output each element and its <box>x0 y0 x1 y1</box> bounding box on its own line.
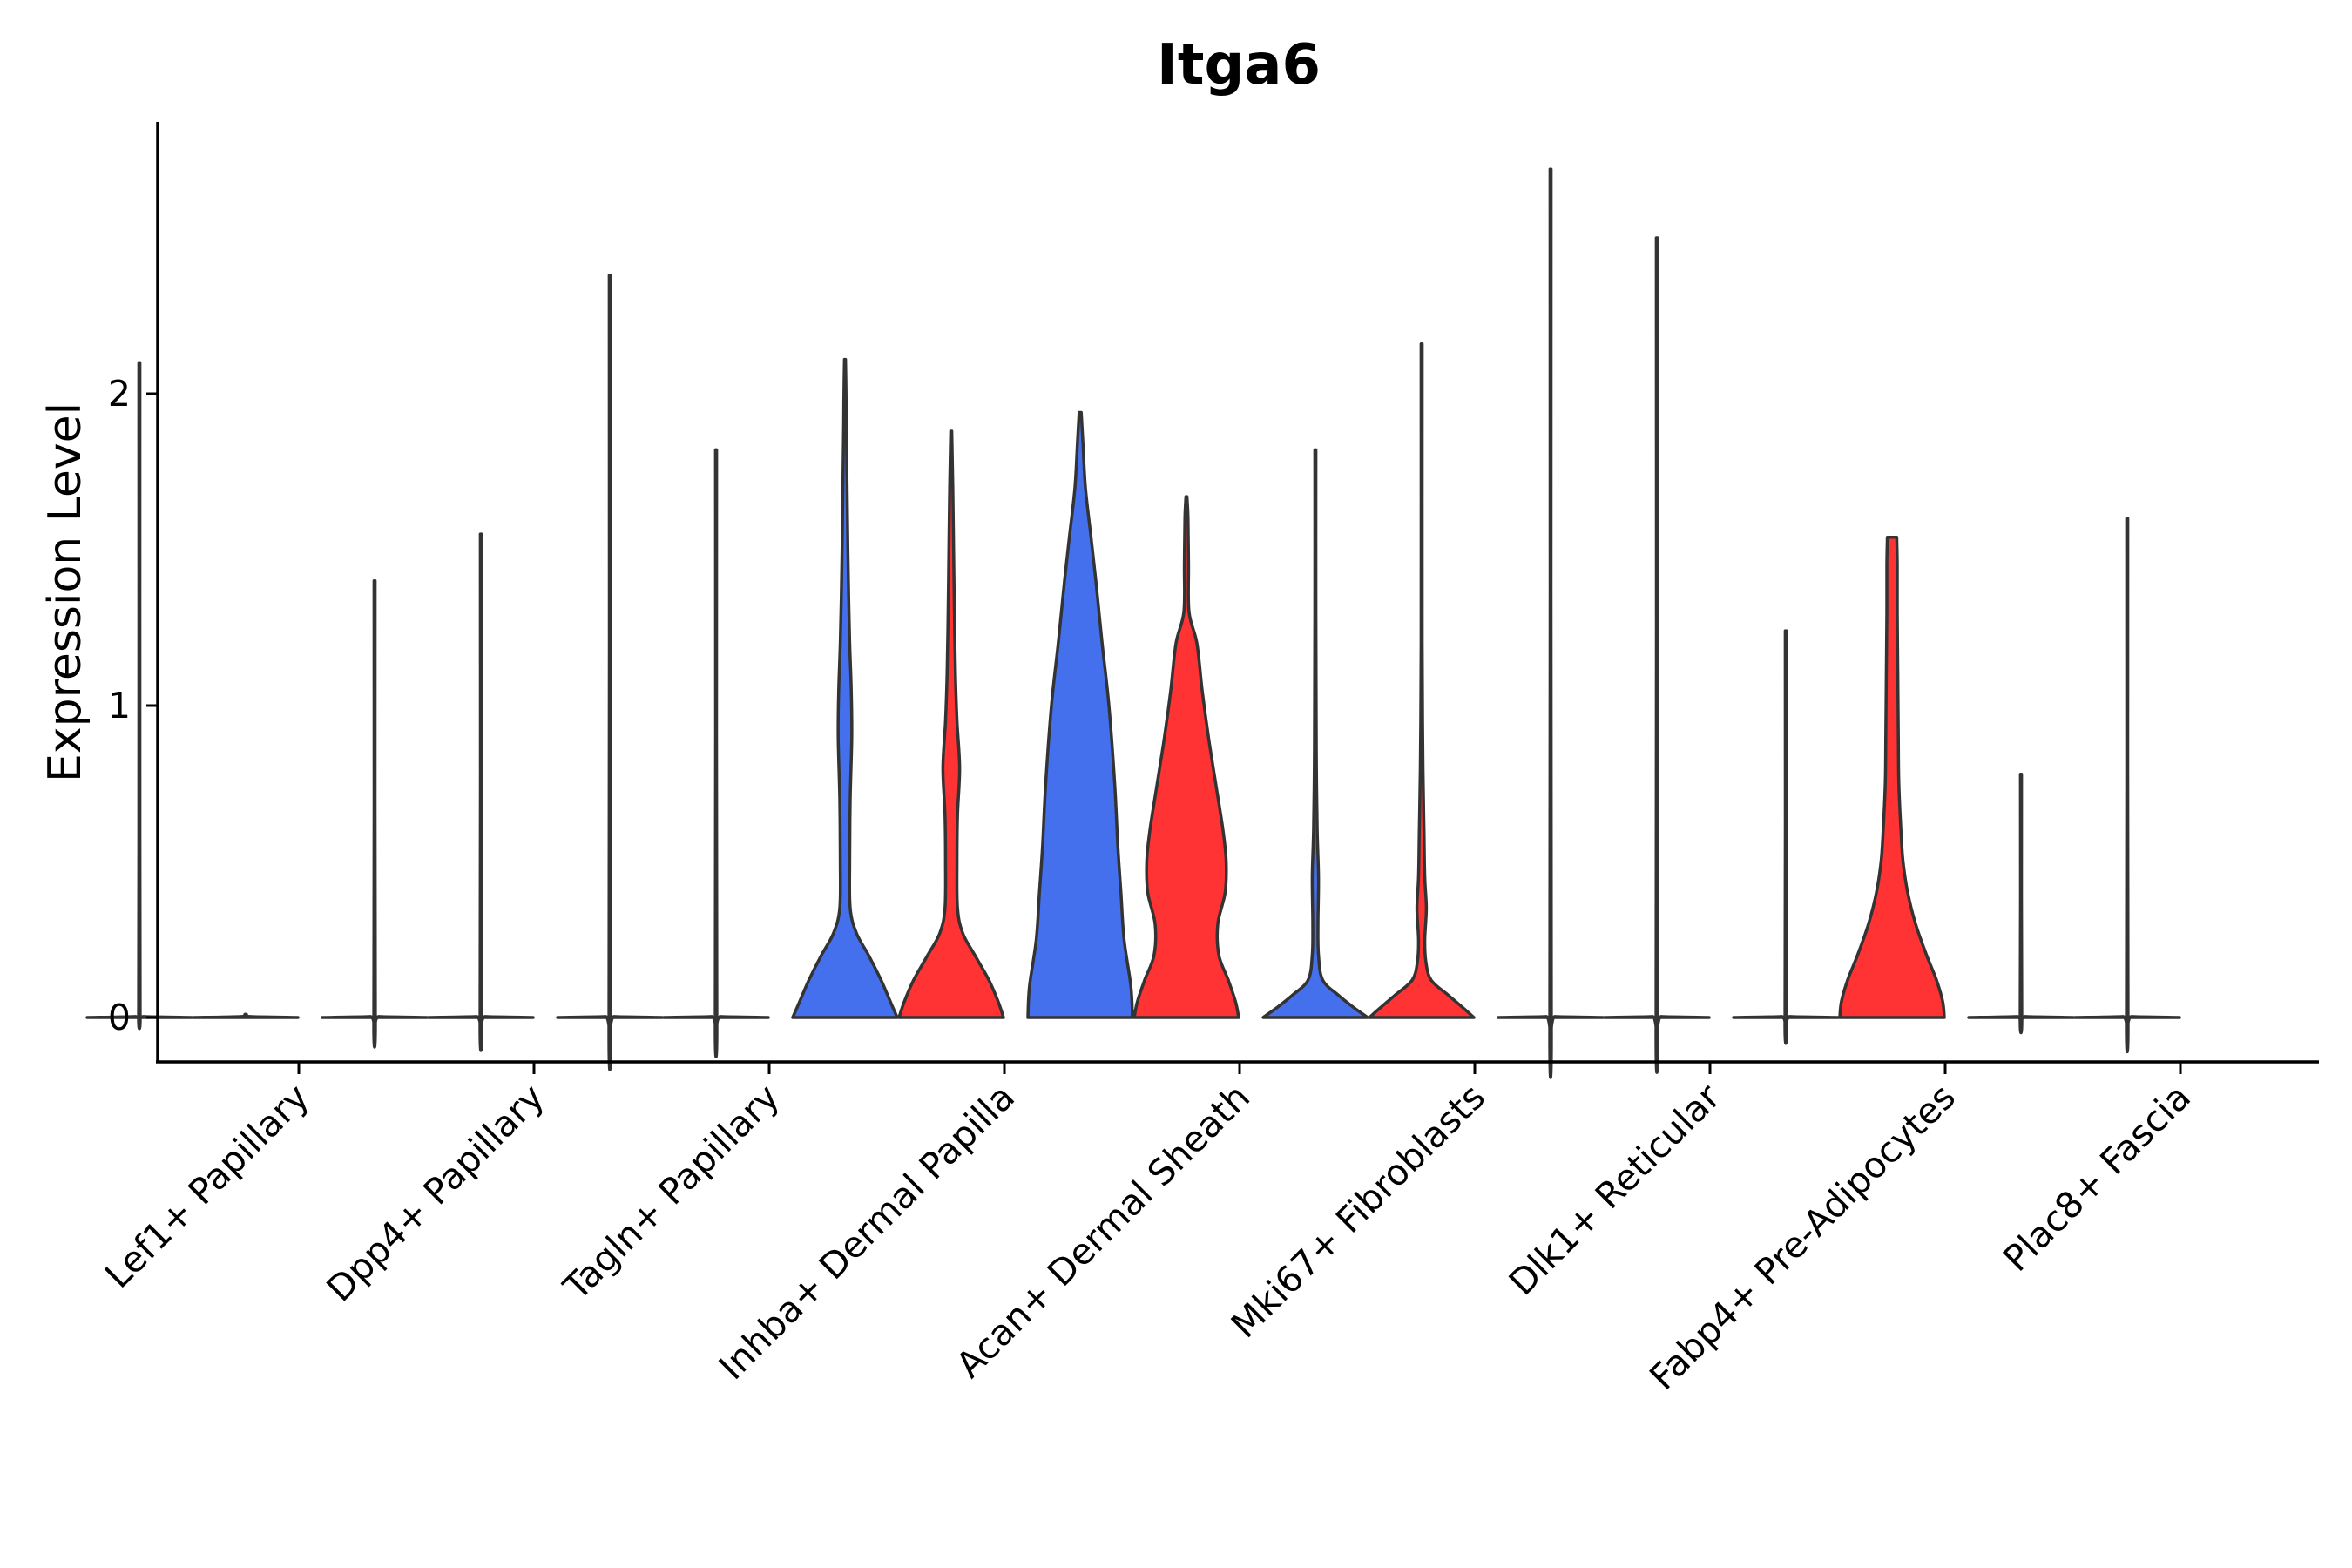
violin-acan-dermal-sheath-group-a <box>1026 410 1134 1019</box>
x-tick-label: Mki67+ Fibroblasts <box>1223 1076 1493 1346</box>
violin-lef1-papillary-group-a <box>85 361 193 1031</box>
violin-dpp4-papillary-group-b <box>427 532 535 1052</box>
violin-fabp4-pre-adipocytes-group-a <box>1732 629 1840 1045</box>
violin-inhba-dermal-papilla-group-b <box>897 429 1005 1019</box>
violin-plac8-fascia-group-a <box>1967 773 2075 1035</box>
chart-title: Itga6 <box>1157 33 1321 98</box>
violins-layer <box>85 167 2181 1079</box>
x-tick-label: Tagln+ Papillary <box>555 1076 787 1308</box>
x-tick-label: Plac8+ Fascia <box>1995 1076 2199 1280</box>
y-axis-title: Expression Level <box>39 402 91 782</box>
violin-dpp4-papillary-group-a <box>321 579 429 1049</box>
y-tick-label: 0 <box>108 997 131 1038</box>
violin-mki67-fibroblasts-group-a <box>1261 448 1369 1019</box>
violin-dlk1-reticular-group-a <box>1497 167 1605 1079</box>
violin-tagln-papillary-group-a <box>556 274 664 1071</box>
violin-fabp4-pre-adipocytes-group-b <box>1838 535 1946 1019</box>
violin-plac8-fascia-group-b <box>2073 517 2181 1054</box>
violin-tagln-papillary-group-b <box>662 448 770 1058</box>
x-tick-label: Dpp4+ Papillary <box>319 1076 552 1309</box>
violin-lef1-papillary-group-b <box>192 1012 300 1019</box>
x-tick-label: Lef1+ Papillary <box>97 1076 317 1296</box>
x-tick-label: Dlk1+ Reticular <box>1501 1076 1728 1303</box>
violin-inhba-dermal-papilla-group-a <box>791 357 899 1019</box>
y-tick-label: 1 <box>108 685 131 727</box>
violin-mki67-fibroblasts-group-b <box>1368 341 1476 1019</box>
y-ticks-layer: 0 1 2 <box>108 373 158 1038</box>
y-tick-label: 2 <box>108 373 131 415</box>
violin-acan-dermal-sheath-group-b <box>1132 495 1240 1019</box>
violin-dlk1-reticular-group-b <box>1603 236 1711 1074</box>
x-ticks-layer: Lef1+ Papillary Dpp4+ Papillary Tagln+ Pap… <box>97 1062 2199 1398</box>
